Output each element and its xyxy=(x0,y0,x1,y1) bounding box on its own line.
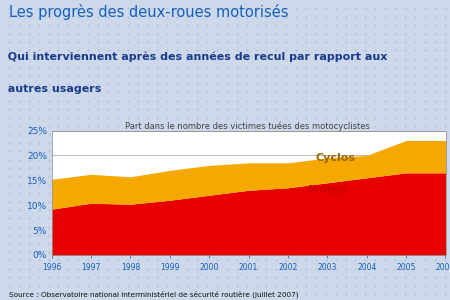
Text: Motos: Motos xyxy=(308,185,346,195)
Text: Part dans le nombre des victimes tuées des motocyclistes
et des cyclomotoristes: Part dans le nombre des victimes tuées d… xyxy=(125,122,370,143)
Text: Source : Observatoire national interministériel de sécurité routière (juillet 20: Source : Observatoire national intermini… xyxy=(9,291,298,298)
Text: Cyclos: Cyclos xyxy=(315,153,355,163)
Text: autres usagers: autres usagers xyxy=(0,84,101,94)
Text: Les progrès des deux-roues motorisés: Les progrès des deux-roues motorisés xyxy=(9,4,288,20)
Text: Qui interviennent après des années de recul par rapport aux: Qui interviennent après des années de re… xyxy=(0,51,387,62)
